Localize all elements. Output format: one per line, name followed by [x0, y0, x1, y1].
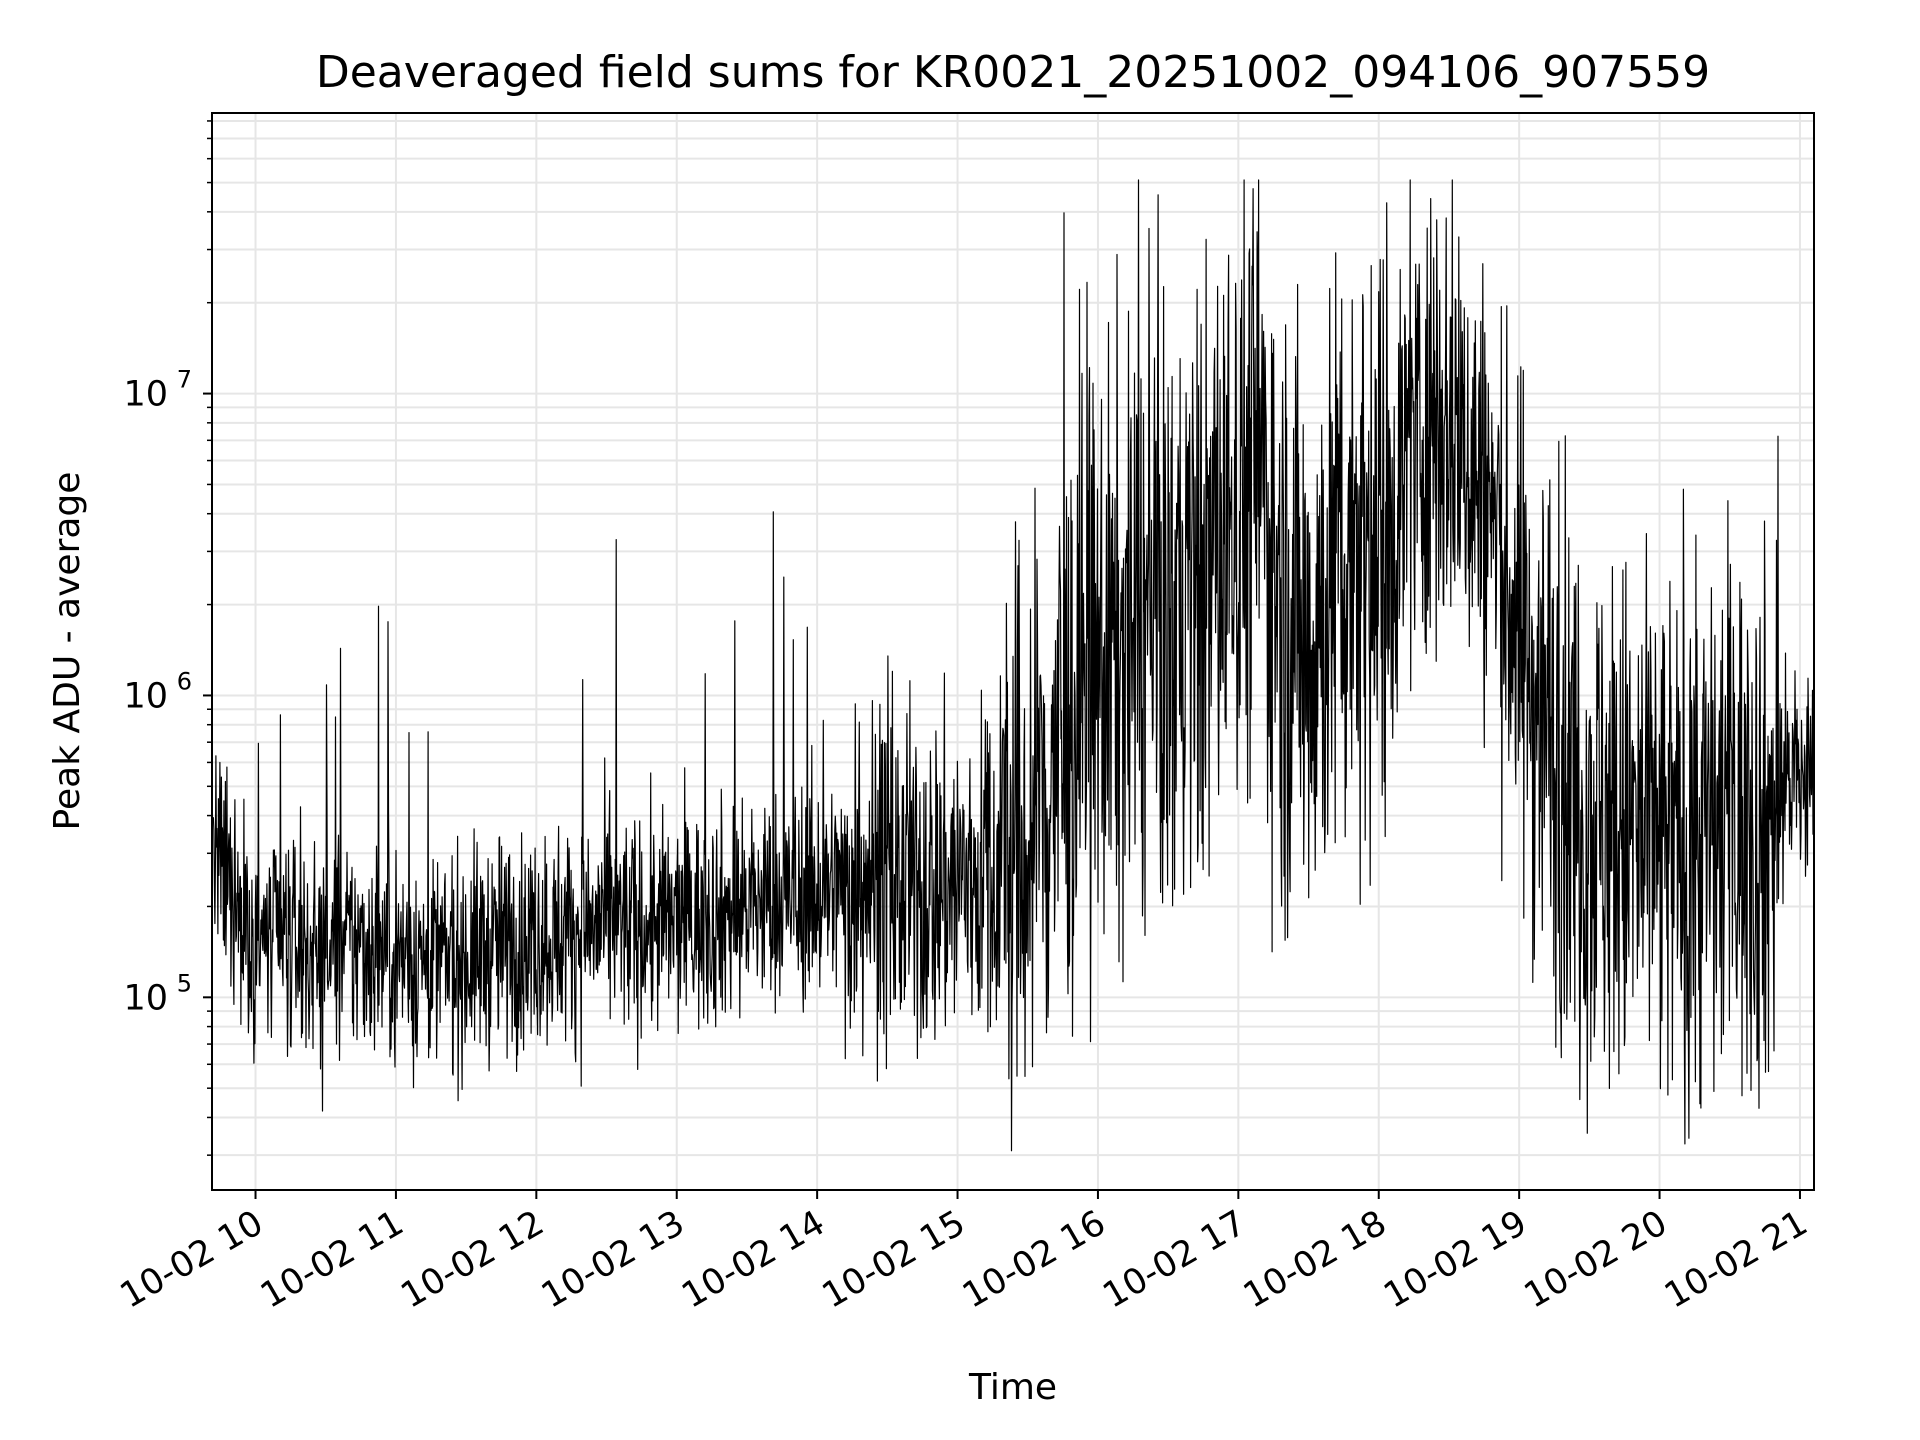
chart-title: Deaveraged field sums for KR0021_2025100… — [316, 47, 1710, 98]
data-series-layer — [212, 179, 1815, 1152]
y-axis-ticks: 10 5 10 6 10 7 — [123, 120, 212, 1156]
y-tick-label-exponent: 7 — [177, 366, 192, 394]
y-axis-label: Peak ADU - average — [47, 472, 88, 831]
y-tick-label: 10 — [123, 978, 168, 1018]
plot-frame — [211, 112, 1815, 1191]
y-tick-label-exponent: 5 — [177, 969, 192, 997]
series-line — [212, 179, 1815, 1152]
y-tick-label: 10 — [123, 375, 168, 415]
y-tick-label: 10 — [123, 676, 168, 716]
y-tick-label-exponent: 6 — [177, 667, 192, 695]
x-axis-label: Time — [968, 1367, 1057, 1408]
